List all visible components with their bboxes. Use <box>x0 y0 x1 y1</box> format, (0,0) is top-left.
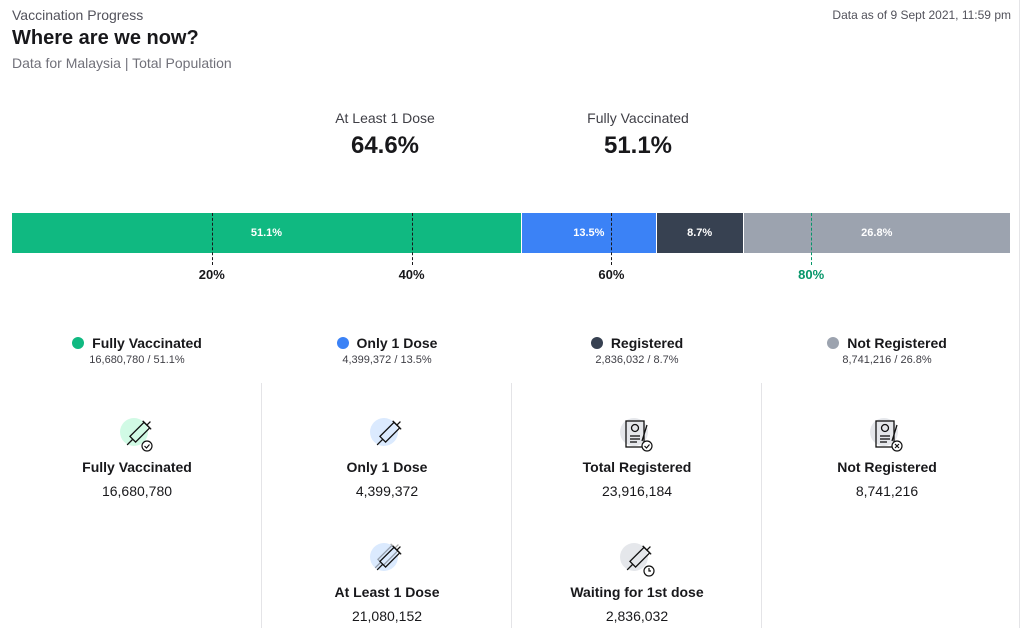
legend-detail: 8,741,216 / 26.8% <box>842 354 932 366</box>
card-label: Fully Vaccinated <box>82 459 192 475</box>
stat-label: At Least 1 Dose <box>335 110 435 126</box>
legend-detail: 4,399,372 / 13.5% <box>342 354 432 366</box>
stat-value: 51.1% <box>603 132 673 159</box>
legend-label: Registered <box>610 335 684 351</box>
bar-segment: 26.8% <box>743 213 1011 253</box>
legend-detail: 2,836,032 / 8.7% <box>595 354 679 366</box>
tick-line <box>611 213 613 265</box>
card-label: Waiting for 1st dose <box>570 584 704 600</box>
summary-card: Only 1 Dose 4,399,372 <box>262 415 512 499</box>
stat-label: Fully Vaccinated <box>587 110 689 126</box>
syringe-double-icon <box>370 543 402 571</box>
bar-segment: 13.5% <box>521 213 657 253</box>
bar-segment: 51.1% <box>12 213 522 253</box>
legend-item: Fully Vaccinated 16,680,780 / 51.1% <box>12 335 262 366</box>
stat-value: 64.6% <box>350 132 420 159</box>
summary-card: Total Registered 23,916,184 <box>512 415 762 499</box>
card-count: 21,080,152 <box>351 608 423 624</box>
card-count: 23,916,184 <box>601 483 673 499</box>
tick-line <box>211 213 213 265</box>
tick-label: 60% <box>598 267 625 282</box>
legend-item: Not Registered 8,741,216 / 26.8% <box>762 335 1012 366</box>
card-count: 4,399,372 <box>355 483 419 499</box>
summary-card: At Least 1 Dose 21,080,152 <box>262 540 512 624</box>
syringe-clock-icon <box>620 543 655 577</box>
tick-label: 20% <box>198 267 225 282</box>
column-divider <box>261 383 262 628</box>
tick-line <box>811 213 813 265</box>
card-label: At Least 1 Dose <box>334 584 440 600</box>
column-divider <box>761 383 762 628</box>
registration-form-cross-icon <box>870 418 903 452</box>
legend-label: Not Registered <box>847 335 947 351</box>
legend-dot-icon <box>827 337 840 349</box>
legend-item: Registered 2,836,032 / 8.7% <box>512 335 762 366</box>
data-timestamp: Data as of 9 Sept 2021, 11:59 pm <box>832 8 1011 22</box>
page-title: Where are we now? <box>12 27 199 49</box>
card-count: 16,680,780 <box>101 483 173 499</box>
legend-detail: 16,680,780 / 51.1% <box>89 354 185 366</box>
tick-label: 40% <box>398 267 425 282</box>
legend-dot-icon <box>336 337 349 349</box>
card-label: Total Registered <box>582 459 692 475</box>
tick-label: 80% <box>798 267 825 282</box>
breadcrumb: Vaccination Progress <box>12 7 144 23</box>
bar-segment: 8.7% <box>656 213 744 253</box>
registration-form-check-icon <box>620 418 653 452</box>
scrollbar-track[interactable] <box>1019 0 1020 628</box>
card-count: 8,741,216 <box>855 483 919 499</box>
legend-item: Only 1 Dose 4,399,372 / 13.5% <box>262 335 512 366</box>
legend-label: Only 1 Dose <box>356 335 438 351</box>
legend-label: Fully Vaccinated <box>92 335 202 351</box>
page-subtitle: Data for Malaysia | Total Population <box>12 55 232 71</box>
card-count: 2,836,032 <box>605 608 669 624</box>
progress-bar: 51.1% 13.5% 8.7% 26.8% <box>12 213 1011 253</box>
summary-card: Fully Vaccinated 16,680,780 <box>12 415 262 499</box>
tick-line <box>411 213 413 265</box>
legend-dot-icon <box>72 337 85 349</box>
syringe-check-icon <box>120 418 153 452</box>
summary-card: Not Registered 8,741,216 <box>762 415 1012 499</box>
card-label: Not Registered <box>837 459 937 475</box>
legend-dot-icon <box>590 337 603 349</box>
stat-at-least-1-dose: At Least 1 Dose 64.6% <box>285 110 485 160</box>
summary-card: Waiting for 1st dose 2,836,032 <box>512 540 762 624</box>
column-divider <box>511 383 512 628</box>
card-label: Only 1 Dose <box>346 459 428 475</box>
stat-fully-vaccinated: Fully Vaccinated 51.1% <box>538 110 738 160</box>
syringe-icon <box>370 418 402 446</box>
